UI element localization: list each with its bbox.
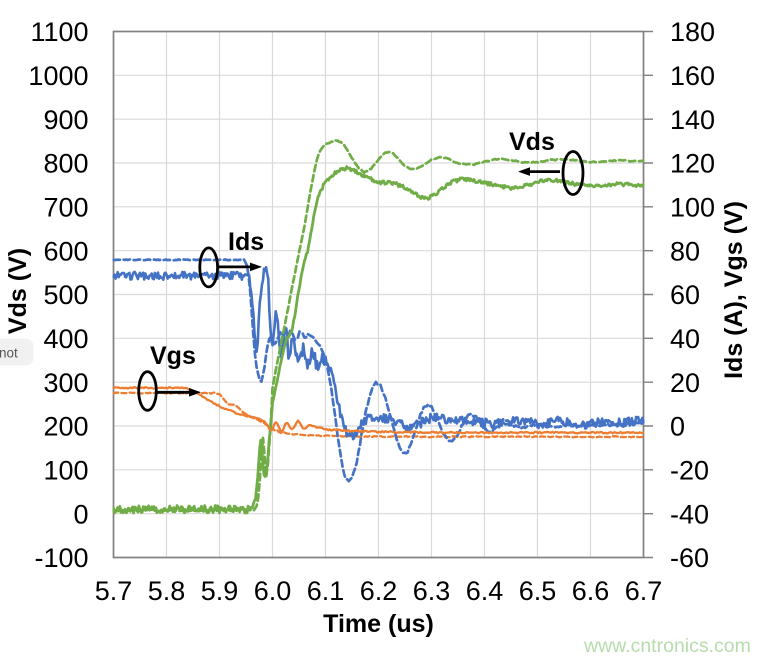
svg-text:6.4: 6.4 (466, 576, 504, 606)
svg-text:0: 0 (670, 412, 685, 442)
svg-text:60: 60 (670, 280, 700, 310)
svg-text:400: 400 (43, 324, 88, 354)
svg-text:1000: 1000 (28, 61, 88, 91)
svg-text:180: 180 (670, 17, 715, 47)
svg-text:600: 600 (43, 236, 88, 266)
svg-text:Vds: Vds (509, 128, 555, 156)
svg-text:Time (us): Time (us) (323, 610, 434, 638)
svg-text:100: 100 (670, 192, 715, 222)
svg-text:-60: -60 (670, 543, 709, 573)
svg-text:200: 200 (43, 412, 88, 442)
svg-text:6.2: 6.2 (360, 576, 398, 606)
svg-text:not: not (0, 346, 18, 361)
svg-text:www.cntronics.com: www.cntronics.com (583, 635, 751, 657)
svg-text:40: 40 (670, 324, 700, 354)
svg-text:5.8: 5.8 (148, 576, 186, 606)
svg-text:140: 140 (670, 105, 715, 135)
svg-text:100: 100 (43, 455, 88, 485)
svg-text:1100: 1100 (30, 17, 88, 47)
svg-text:500: 500 (43, 280, 88, 310)
svg-text:160: 160 (670, 61, 715, 91)
svg-text:Vgs: Vgs (150, 342, 196, 370)
svg-text:6.3: 6.3 (413, 576, 451, 606)
svg-text:-100: -100 (34, 543, 88, 573)
svg-text:0: 0 (73, 499, 88, 529)
svg-text:Ids (A), Vgs (V): Ids (A), Vgs (V) (720, 201, 748, 379)
svg-text:5.7: 5.7 (95, 576, 133, 606)
svg-text:Ids: Ids (228, 228, 264, 256)
svg-text:6.6: 6.6 (572, 576, 610, 606)
svg-text:6.5: 6.5 (519, 576, 557, 606)
svg-text:6.7: 6.7 (625, 576, 663, 606)
svg-text:120: 120 (670, 149, 715, 179)
svg-text:5.9: 5.9 (201, 576, 239, 606)
svg-text:-40: -40 (670, 499, 709, 529)
svg-text:6.0: 6.0 (254, 576, 292, 606)
svg-text:80: 80 (670, 236, 700, 266)
svg-text:700: 700 (43, 192, 88, 222)
svg-text:800: 800 (43, 149, 88, 179)
svg-text:900: 900 (43, 105, 88, 135)
svg-text:300: 300 (43, 368, 88, 398)
svg-text:6.1: 6.1 (307, 576, 345, 606)
svg-text:20: 20 (670, 368, 700, 398)
svg-text:Vds (V): Vds (V) (4, 248, 32, 334)
svg-text:-20: -20 (670, 455, 709, 485)
